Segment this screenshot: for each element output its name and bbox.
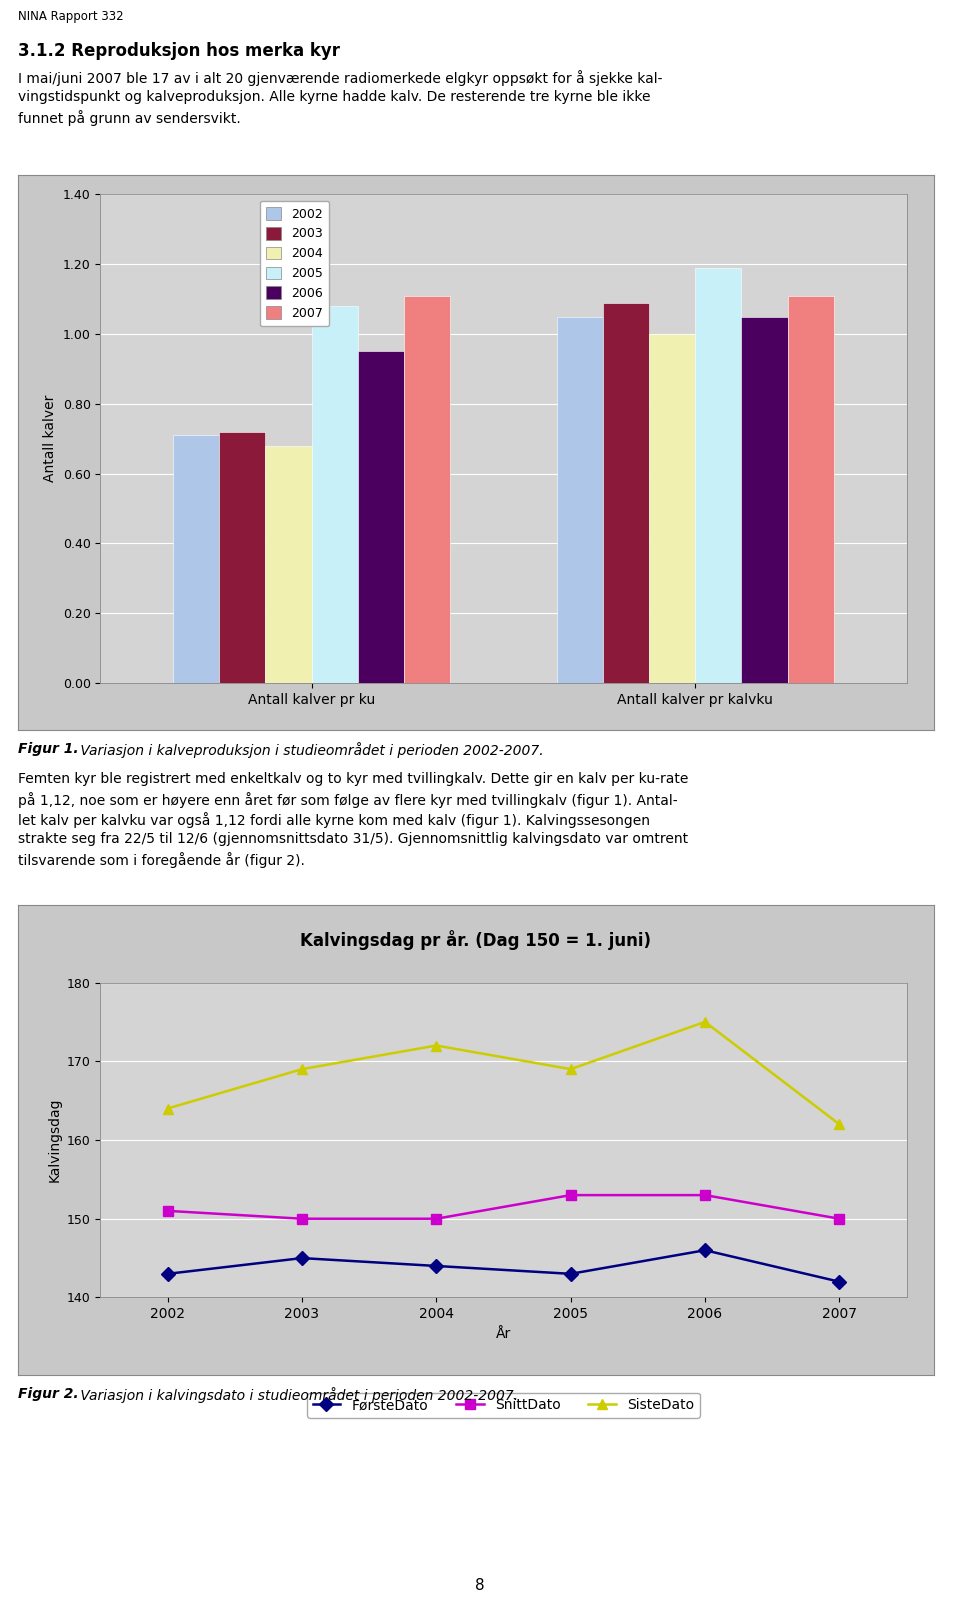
Text: Femten kyr ble registrert med enkeltkalv og to kyr med tvillingkalv. Dette gir e: Femten kyr ble registrert med enkeltkalv… — [18, 772, 688, 786]
SnittDato — [699, 1185, 710, 1205]
SnittDato — [297, 1209, 308, 1229]
Line: SisteDato: SisteDato — [163, 1017, 844, 1129]
SisteDato — [297, 1060, 308, 1079]
Text: let kalv per kalvku var også 1,12 fordi alle kyrne kom med kalv (figur 1). Kalvi: let kalv per kalvku var også 1,12 fordi … — [18, 812, 650, 828]
Legend: FørsteDato, SnittDato, SisteDato: FørsteDato, SnittDato, SisteDato — [307, 1392, 700, 1418]
Text: 3.1.2 Reproduksjon hos merka kyr: 3.1.2 Reproduksjon hos merka kyr — [18, 42, 340, 59]
Bar — [741, 316, 787, 683]
SisteDato — [162, 1099, 174, 1118]
Text: på 1,12, noe som er høyere enn året før som følge av flere kyr med tvillingkalv : på 1,12, noe som er høyere enn året før … — [18, 792, 678, 808]
Y-axis label: Kalvingsdag: Kalvingsdag — [47, 1097, 61, 1182]
Text: NINA Rapport 332: NINA Rapport 332 — [18, 10, 124, 22]
SnittDato — [162, 1201, 174, 1221]
FørsteDato — [699, 1240, 710, 1259]
SisteDato — [833, 1115, 845, 1134]
Bar — [787, 295, 833, 683]
Text: I mai/juni 2007 ble 17 av i alt 20 gjenværende radiomerkede elgkyr oppsøkt for å: I mai/juni 2007 ble 17 av i alt 20 gjenv… — [18, 71, 662, 87]
Bar — [557, 316, 603, 683]
Y-axis label: Antall kalver: Antall kalver — [43, 395, 58, 483]
Bar — [266, 446, 312, 683]
Legend: 2002, 2003, 2004, 2005, 2006, 2007: 2002, 2003, 2004, 2005, 2006, 2007 — [260, 200, 329, 326]
SisteDato — [699, 1012, 710, 1031]
FørsteDato — [833, 1272, 845, 1291]
FørsteDato — [297, 1248, 308, 1267]
Text: vingstidspunkt og kalveproduksjon. Alle kyrne hadde kalv. De resterende tre kyrn: vingstidspunkt og kalveproduksjon. Alle … — [18, 90, 651, 104]
FørsteDato — [162, 1264, 174, 1283]
SisteDato — [564, 1060, 576, 1079]
Text: Variasjon i kalvingsdato i studieområdet i perioden 2002-2007.: Variasjon i kalvingsdato i studieområdet… — [76, 1387, 518, 1404]
FørsteDato — [564, 1264, 576, 1283]
Text: strakte seg fra 22/5 til 12/6 (gjennomsnittsdato 31/5). Gjennomsnittlig kalvings: strakte seg fra 22/5 til 12/6 (gjennomsn… — [18, 832, 688, 845]
Text: Variasjon i kalveproduksjon i studieområdet i perioden 2002-2007.: Variasjon i kalveproduksjon i studieområ… — [76, 743, 543, 759]
X-axis label: År: År — [496, 1327, 511, 1341]
Line: SnittDato: SnittDato — [163, 1190, 844, 1224]
SisteDato — [430, 1036, 442, 1055]
Text: Kalvingsdag pr år. (Dag 150 = 1. juni): Kalvingsdag pr år. (Dag 150 = 1. juni) — [300, 930, 652, 950]
Text: funnet på grunn av sendersvikt.: funnet på grunn av sendersvikt. — [18, 111, 241, 127]
Bar — [649, 334, 695, 683]
Bar — [312, 306, 358, 683]
Bar — [695, 268, 741, 683]
Text: Figur 1.: Figur 1. — [18, 743, 79, 755]
Bar — [220, 431, 266, 683]
Text: 8: 8 — [475, 1578, 485, 1593]
Text: Figur 2.: Figur 2. — [18, 1387, 79, 1400]
SnittDato — [430, 1209, 442, 1229]
Bar — [603, 303, 649, 683]
Bar — [174, 435, 220, 683]
Line: FørsteDato: FørsteDato — [163, 1245, 844, 1286]
FørsteDato — [430, 1256, 442, 1275]
Bar — [358, 351, 403, 683]
SnittDato — [564, 1185, 576, 1205]
SnittDato — [833, 1209, 845, 1229]
Text: tilsvarende som i foregående år (figur 2).: tilsvarende som i foregående år (figur 2… — [18, 852, 305, 868]
Bar — [403, 295, 449, 683]
